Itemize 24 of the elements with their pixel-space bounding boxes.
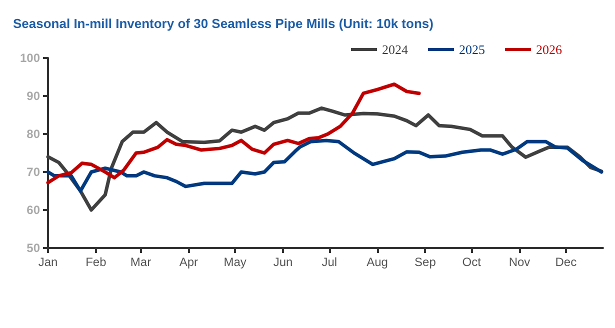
line-series [46,82,421,184]
y-tick-label: 50 [26,241,40,255]
y-tick-label: 70 [26,165,40,179]
chart-title: Seasonal In-mill Inventory of 30 Seamless Pipe Mills (Unit: 10k tons) [13,16,434,31]
legend-label: 2026 [536,42,562,57]
x-tick-label: Mar [130,255,152,269]
x-tick-label: Jul [322,255,338,269]
x-tick-label: May [224,255,246,269]
y-tick-label: 60 [26,203,40,217]
x-tick-label: Jan [38,255,58,269]
y-tick-label: 90 [26,89,40,103]
x-tick-label: Dec [555,255,577,269]
legend-label: 2024 [382,42,408,57]
legend-label: 2025 [459,42,485,57]
x-tick-label: Oct [462,255,482,269]
x-tick-label: Aug [366,255,388,269]
y-tick-label: 100 [20,51,40,65]
x-tick-label: Feb [86,255,107,269]
x-tick-label: Sep [414,255,436,269]
x-tick-label: Nov [508,255,530,269]
line-series [46,138,604,193]
x-tick-label: Apr [179,255,198,269]
y-tick-label: 80 [26,127,40,141]
x-tick-label: Jun [273,255,293,269]
